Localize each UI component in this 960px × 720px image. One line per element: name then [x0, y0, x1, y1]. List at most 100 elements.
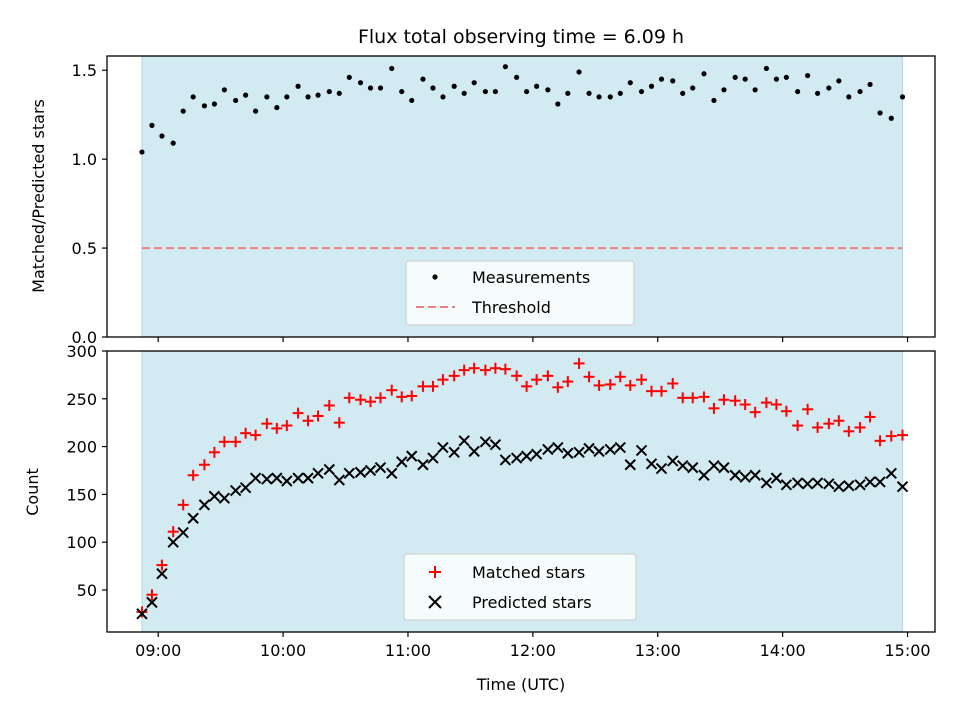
- matched-stars-point: [136, 606, 148, 618]
- x-axis: [157, 337, 909, 342]
- matched-stars-point: [667, 377, 679, 389]
- matched-stars-point: [230, 436, 242, 448]
- predicted-stars-point: [604, 443, 617, 456]
- y-axis: 0.0 0.5 1.0 1.5: [72, 61, 107, 347]
- matched-stars-point: [646, 385, 658, 397]
- predicted-stars-point: [645, 458, 658, 470]
- matched-stars-point: [156, 559, 168, 571]
- measurement-point: [565, 90, 571, 96]
- matched-stars-point: [323, 399, 335, 411]
- predicted-stars-point: [687, 461, 699, 474]
- matched-stars-point: [729, 395, 741, 407]
- matched-stars-point: [343, 392, 355, 404]
- predicted-stars-point: [614, 441, 626, 454]
- matched-stars-point: [812, 421, 824, 433]
- matched-stars-point: [386, 384, 398, 396]
- y-tick-label: 0.5: [72, 239, 97, 258]
- matched-stars-point: [240, 427, 252, 439]
- measurement-point: [243, 92, 249, 98]
- matched-stars-point: [146, 589, 158, 601]
- measurement-point: [596, 94, 602, 100]
- predicted-stars-point: [718, 461, 730, 474]
- matched-stars-point: [562, 376, 574, 388]
- measurement-point: [524, 88, 530, 95]
- predicted-stars-point: [729, 469, 741, 481]
- predicted-stars-point: [864, 476, 876, 488]
- predicted-stars-point: [167, 536, 179, 548]
- x-tick-label: 15:00: [884, 641, 930, 660]
- measurement-point: [264, 94, 270, 100]
- predicted-stars-point: [499, 454, 512, 466]
- legend-measurements-label: Measurements: [472, 268, 590, 287]
- measurement-point: [721, 87, 727, 93]
- predicted-stars-point: [885, 467, 897, 480]
- legend-predicted-marker: [428, 595, 442, 609]
- predicted-stars-point: [801, 478, 814, 490]
- matched-stars-point: [521, 380, 533, 392]
- measurement-point: [680, 90, 686, 96]
- measurement-point: [899, 94, 906, 100]
- figure-title: Flux total observing time = 6.09 h: [358, 26, 684, 48]
- matched-stars-point: [511, 370, 523, 382]
- measurement-point: [253, 108, 259, 114]
- predicted-stars-point: [677, 459, 689, 472]
- predicted-stars-point: [583, 442, 595, 455]
- x-axis-title: Time (UTC): [476, 675, 565, 694]
- matched-stars-point: [718, 394, 730, 406]
- predicted-stars-point: [208, 490, 221, 502]
- predicted-stars-series: [136, 435, 909, 620]
- plot-frame: [106, 55, 936, 338]
- predicted-stars-point: [667, 455, 679, 467]
- matched-stars-point: [749, 406, 761, 418]
- measurement-point: [284, 94, 290, 100]
- measurement-point: [586, 90, 592, 96]
- measurement-point: [399, 88, 405, 95]
- y-axis-title: Count: [23, 468, 42, 516]
- measurement-point: [389, 65, 395, 72]
- y-axis-title: Matched/Predicted stars: [29, 99, 48, 293]
- matched-stars-point: [583, 371, 595, 383]
- measurement-point: [367, 85, 374, 91]
- predicted-stars-point: [896, 481, 909, 493]
- matched-stars-point: [885, 430, 897, 442]
- measurement-point: [377, 85, 384, 91]
- measurement-point: [773, 76, 779, 82]
- predicted-stars-point: [562, 447, 574, 459]
- x-tick-label: 09:00: [135, 641, 181, 660]
- x-tick-label: 13:00: [635, 641, 681, 660]
- predicted-stars-point: [417, 459, 429, 471]
- measurement-point: [836, 78, 842, 84]
- matched-stars-point: [833, 415, 845, 427]
- predicted-stars-point: [823, 478, 835, 490]
- matched-stars-point: [333, 417, 345, 429]
- x-tick-label: 10:00: [260, 641, 306, 660]
- measurement-point: [471, 80, 477, 86]
- matched-stars-point: [655, 385, 667, 397]
- predicted-stars-point: [843, 480, 855, 492]
- predicted-stars-point: [874, 476, 886, 488]
- matched-stars-point: [375, 392, 387, 404]
- predicted-stars-point: [229, 484, 242, 497]
- matched-stars-point: [739, 399, 751, 411]
- predicted-stars-point: [510, 452, 523, 464]
- matched-stars-point: [458, 364, 470, 376]
- predicted-stars-point: [854, 479, 866, 491]
- measurement-point: [857, 88, 863, 95]
- predicted-stars-point: [760, 477, 773, 489]
- matched-stars-point: [448, 370, 460, 382]
- matched-stars-point: [167, 526, 179, 538]
- measurement-point: [451, 83, 457, 89]
- measurement-point: [658, 76, 665, 82]
- measurement-point: [315, 92, 321, 98]
- measurement-point: [846, 94, 852, 100]
- measurement-point: [545, 87, 551, 93]
- measurement-point: [867, 81, 873, 88]
- matched-stars-point: [687, 392, 699, 404]
- measurement-point: [492, 88, 498, 95]
- matched-stars-point: [604, 378, 616, 390]
- measurement-point: [461, 90, 467, 96]
- predicted-stars-point: [530, 448, 543, 460]
- predicted-stars-point: [312, 467, 324, 480]
- predicted-stars-point: [261, 473, 273, 485]
